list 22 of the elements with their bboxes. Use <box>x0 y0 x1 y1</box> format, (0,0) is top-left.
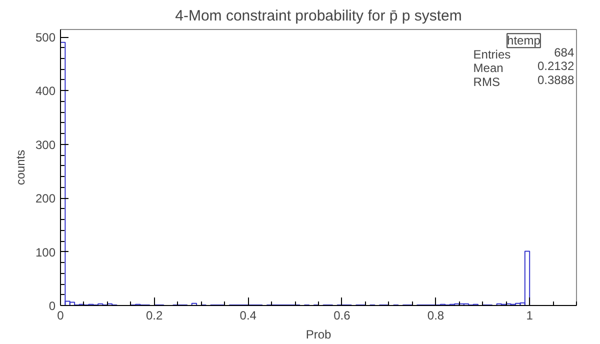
x-tick-label: 0.4 <box>240 308 257 322</box>
annotation: Entries <box>473 47 511 62</box>
y-axis-title: counts <box>13 150 28 186</box>
annotation: 684 <box>554 45 574 60</box>
annotation: Mean <box>473 61 504 76</box>
annotation: 0.2132 <box>537 59 574 74</box>
y-tick-label: 100 <box>35 245 56 260</box>
y-tick-label: 400 <box>35 84 56 98</box>
y-tick-label: 200 <box>35 192 56 206</box>
annotation: htemp <box>507 34 541 48</box>
x-tick-label: 0.2 <box>146 308 163 322</box>
x-tick-label: 1 <box>526 308 534 322</box>
x-axis-title: Prob <box>306 328 332 342</box>
y-tick-label: 500 <box>35 30 56 45</box>
annotation: RMS <box>473 75 500 90</box>
y-tick-label: 300 <box>35 138 56 152</box>
chart-title: 4-Mom constraint probability for p̄ p system <box>175 8 462 24</box>
annotation: 0.3888 <box>537 73 574 88</box>
x-tick-label: 0.8 <box>427 308 444 322</box>
x-tick-label: 0.6 <box>334 308 351 322</box>
y-tick-label: 0 <box>48 299 56 313</box>
x-tick-label: 0 <box>57 308 64 322</box>
